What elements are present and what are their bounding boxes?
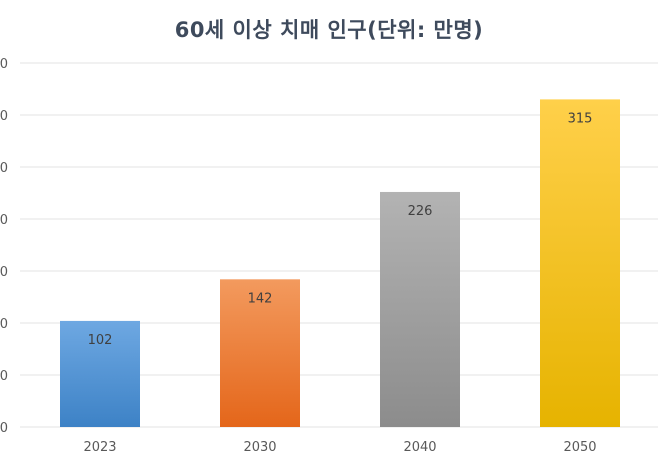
y-tick-label: 350 [0, 57, 8, 72]
data-label: 226 [408, 204, 433, 219]
y-tick-label: 250 [0, 161, 8, 176]
data-label: 142 [248, 291, 273, 306]
bar-2030 [220, 279, 300, 427]
x-tick-label: 2030 [243, 440, 276, 455]
chart-title: 60세 이상 치매 인구(단위: 만명) [174, 18, 484, 42]
y-tick-label: 100 [0, 317, 8, 332]
bar-2050 [540, 99, 620, 428]
x-tick-label: 2040 [403, 440, 436, 455]
data-label: 315 [568, 111, 593, 126]
y-tick-label: 300 [0, 109, 8, 124]
data-label: 102 [88, 333, 113, 348]
x-tick-label: 2050 [563, 440, 596, 455]
y-tick-label: 50 [0, 369, 8, 384]
bar-2040 [380, 191, 460, 427]
x-tick-label: 2023 [83, 440, 116, 455]
bar-2023 [60, 320, 140, 427]
y-tick-label: 0 [0, 421, 8, 436]
y-tick-label: 200 [0, 213, 8, 228]
y-tick-label: 150 [0, 265, 8, 280]
